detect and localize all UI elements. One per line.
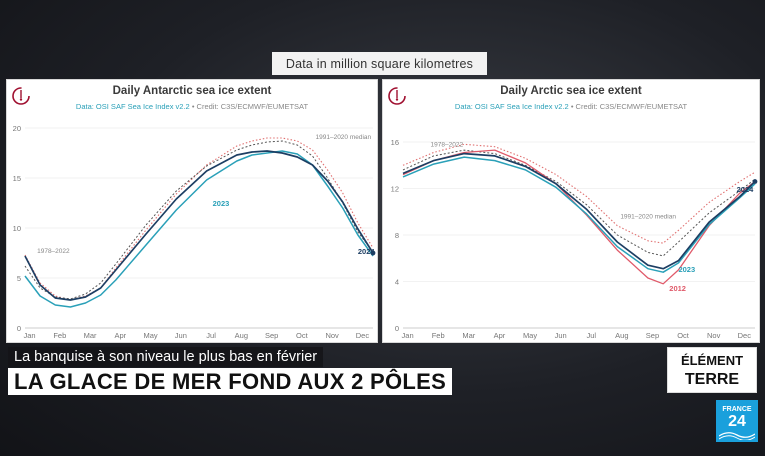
channel-logo-line2: 24 <box>728 413 746 430</box>
annotation-label: 2024 <box>358 247 376 256</box>
credit-rest: • Credit: C3S/ECMWF/EUMETSAT <box>568 102 688 111</box>
series-line <box>402 156 756 273</box>
antarctic-chart-svg: 0 5 10 15 20 Jan Feb Mar Apr May Jun Jul Aug Sep Oct No… <box>13 124 376 340</box>
annotation-label: 2023 <box>678 265 695 274</box>
chart-title: Daily Arctic sea ice extent <box>500 85 642 97</box>
credit-source: Data: OSI SAF Sea Ice Index v2.2 <box>454 102 569 111</box>
x-tick-label: Nov <box>707 331 721 340</box>
x-tick-label: Feb <box>53 331 66 340</box>
x-tick-label: Dec <box>356 331 370 340</box>
x-tick-label: Apr <box>114 331 126 340</box>
y-tick-label: 4 <box>395 278 399 287</box>
x-tick-label: Sep <box>265 331 278 340</box>
wave-icon <box>719 432 755 440</box>
arctic-chart-svg: 0 4 8 12 16 Jan Feb Mar Apr May Jun Jul Aug Sep Oct Nov… <box>391 138 758 340</box>
annotation-label: 1978–2022 <box>37 248 70 255</box>
x-tick-label: May <box>143 331 157 340</box>
x-tick-label: Jul <box>206 331 216 340</box>
x-tick-label: Aug <box>235 331 248 340</box>
series-line <box>24 150 374 308</box>
series-endpoint <box>370 250 376 256</box>
x-tick-label: Jun <box>555 331 567 340</box>
y-tick-label: 0 <box>395 324 399 333</box>
y-tick-label: 8 <box>395 231 399 240</box>
annotation-label: 1978–2022 <box>431 142 464 149</box>
y-tick-label: 20 <box>13 124 21 133</box>
chart-credit: Data: OSI SAF Sea Ice Index v2.2 • Credi… <box>7 102 377 111</box>
channel-logo-line1: FRANCE <box>722 406 752 413</box>
headline-title: LA GLACE DE MER FOND AUX 2 PÔLES <box>8 368 453 395</box>
arctic-chart-panel: Daily Arctic sea ice extent Data: OSI SA… <box>382 79 760 343</box>
x-tick-label: Nov <box>325 331 339 340</box>
annotation-label: 2012 <box>669 284 686 293</box>
credit-source: Data: OSI SAF Sea Ice Index v2.2 <box>75 102 190 111</box>
x-tick-label: Mar <box>462 331 475 340</box>
x-tick-label: Jun <box>175 331 187 340</box>
series-line <box>24 150 374 301</box>
chart-title: Daily Antarctic sea ice extent <box>112 85 272 97</box>
france24-logo: FRANCE 24 <box>716 400 758 442</box>
y-tick-label: 15 <box>13 174 21 183</box>
annotation-label: 2024 <box>737 185 755 194</box>
x-tick-label: Oct <box>296 331 309 340</box>
credit-rest: • Credit: C3S/ECMWF/EUMETSAT <box>189 102 309 111</box>
y-tick-label: 12 <box>391 185 399 194</box>
x-tick-label: Feb <box>432 331 445 340</box>
data-units-label: Data in million square kilometres <box>272 52 487 75</box>
series-line <box>402 149 756 285</box>
x-tick-label: Aug <box>615 331 628 340</box>
x-tick-label: Dec <box>738 331 752 340</box>
show-brand-line2: TERRE <box>684 371 740 388</box>
x-tick-label: Mar <box>84 331 97 340</box>
x-tick-label: Jan <box>23 331 35 340</box>
y-tick-label: 5 <box>17 274 21 283</box>
show-brand-logo: ÉLÉMENT TERRE <box>667 347 757 393</box>
antarctic-chart-panel: Daily Antarctic sea ice extent Data: OSI… <box>6 79 378 343</box>
copernicus-logo-icon <box>12 87 30 105</box>
show-brand-line1: ÉLÉMENT <box>680 353 744 368</box>
x-tick-label: Jan <box>402 331 414 340</box>
series-line <box>402 152 756 270</box>
copernicus-logo-icon <box>388 87 406 105</box>
series-line <box>402 143 756 244</box>
x-tick-label: Sep <box>646 331 659 340</box>
x-tick-label: Jul <box>586 331 596 340</box>
x-tick-label: Apr <box>494 331 506 340</box>
annotation-label: 1991–2020 median <box>620 214 676 221</box>
y-tick-label: 0 <box>17 324 21 333</box>
chart-credit: Data: OSI SAF Sea Ice Index v2.2 • Credi… <box>383 102 759 111</box>
annotation-label: 2023 <box>213 199 230 208</box>
series-line <box>24 140 374 300</box>
y-tick-label: 10 <box>13 224 21 233</box>
y-tick-label: 16 <box>391 138 399 147</box>
series-line <box>402 149 756 257</box>
series-endpoint <box>752 179 758 184</box>
x-tick-label: Oct <box>677 331 690 340</box>
headline-subtitle: La banquise à son niveau le plus bas en … <box>8 347 324 367</box>
series-line <box>24 137 374 301</box>
x-tick-label: May <box>523 331 537 340</box>
annotation-label: 1991–2020 median <box>316 134 372 141</box>
